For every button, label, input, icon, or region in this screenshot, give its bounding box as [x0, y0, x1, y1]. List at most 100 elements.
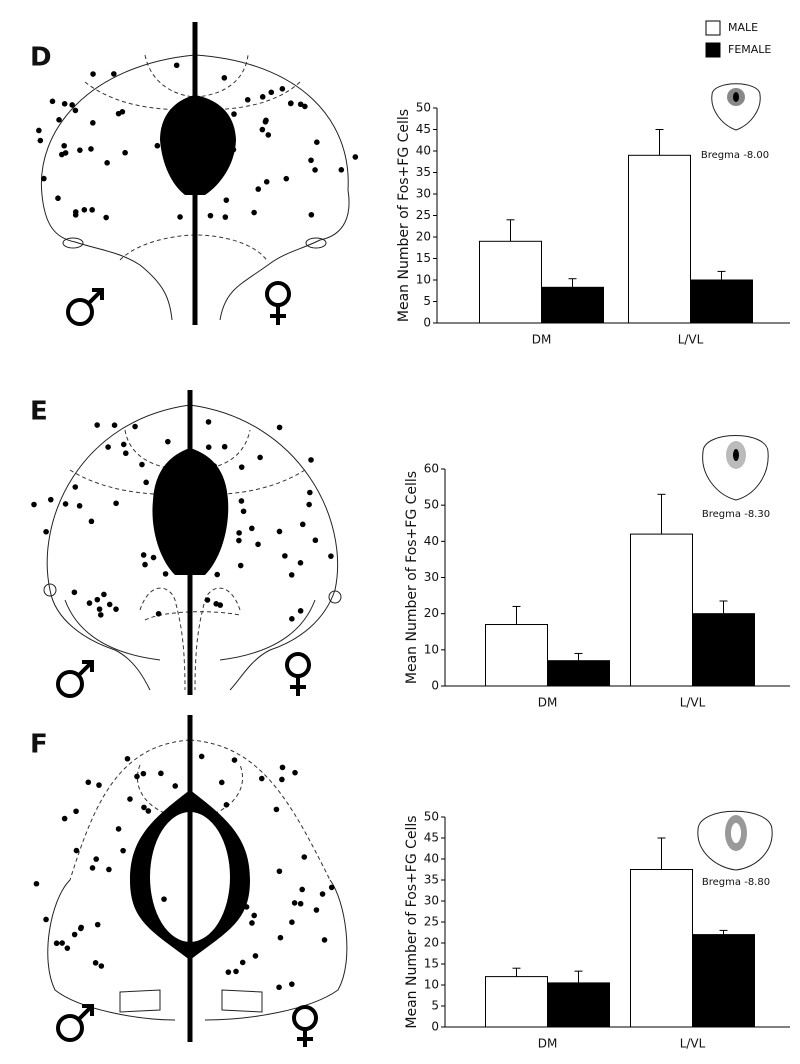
cell-dot — [243, 904, 250, 910]
cell-dot — [127, 796, 133, 802]
cell-dot — [98, 963, 105, 969]
y-tick-label: 10 — [416, 273, 431, 287]
cell-dot — [122, 149, 128, 156]
y-axis-label: Mean Number of Fos+FG Cells — [404, 471, 420, 684]
cell-dot — [85, 779, 92, 786]
cell-dot — [217, 107, 224, 113]
cell-dot — [47, 496, 54, 503]
cell-dot — [141, 804, 147, 811]
panel-letter: F — [30, 730, 48, 760]
cell-dot — [237, 562, 244, 569]
annotation: Bregma -8.80 — [702, 877, 770, 888]
cell-dot — [236, 537, 242, 544]
cell-dot — [240, 508, 247, 515]
cell-dot — [41, 175, 47, 182]
cell-dot — [89, 865, 96, 871]
cell-dot — [328, 884, 335, 891]
cell-dot — [49, 98, 56, 105]
cell-dot — [297, 101, 304, 108]
cell-dot — [225, 969, 232, 975]
y-tick-label: 50 — [424, 498, 439, 512]
y-tick-label: 15 — [424, 957, 439, 971]
cell-dot — [69, 102, 75, 108]
cell-dot — [59, 151, 65, 158]
cell-dot — [276, 868, 283, 875]
cell-dot — [217, 602, 224, 608]
cell-dot — [221, 443, 228, 450]
cell-dot — [205, 419, 212, 425]
x-tick-label: DM — [538, 696, 558, 710]
cell-dot — [291, 900, 298, 906]
cell-dot — [154, 142, 161, 149]
cell-dot — [111, 422, 118, 429]
cell-dot — [71, 589, 78, 596]
cell-dot — [207, 212, 214, 219]
cell-dot — [204, 597, 211, 603]
cell-dot — [94, 596, 101, 603]
cell-dot — [59, 940, 65, 946]
cell-dot — [251, 209, 257, 216]
y-tick-label: 45 — [424, 831, 439, 845]
y-tick-label: 5 — [423, 294, 431, 308]
cell-dot — [276, 424, 283, 431]
dots — [31, 419, 334, 622]
legend-label: FEMALE — [728, 43, 771, 56]
brain-diagram-d — [36, 22, 359, 326]
cell-dot — [259, 126, 266, 133]
cell-dot — [89, 207, 95, 213]
cell-dot — [230, 146, 237, 153]
cell-dot — [161, 896, 167, 902]
cell-dot — [106, 866, 112, 873]
cell-dot — [158, 770, 164, 777]
cell-dot — [139, 461, 145, 468]
cell-dot — [94, 422, 100, 428]
y-tick-label: 10 — [424, 978, 439, 992]
cell-dot — [282, 553, 288, 559]
cell-dot — [90, 120, 96, 126]
cell-dot — [233, 968, 239, 975]
dots — [36, 62, 359, 221]
cell-dot — [277, 934, 284, 941]
cell-dot — [86, 600, 93, 606]
cell-dot — [308, 457, 314, 463]
cell-dot — [88, 146, 94, 152]
cell-dot — [132, 423, 138, 430]
cell-dot — [62, 501, 69, 507]
cell-dot — [145, 808, 152, 814]
cell-dot — [37, 137, 44, 144]
y-tick-label: 0 — [431, 1020, 439, 1034]
cell-dot — [297, 900, 304, 907]
cell-dot — [53, 940, 60, 947]
cell-dot — [236, 530, 242, 536]
cell-dot — [104, 160, 110, 166]
cell-dot — [262, 118, 269, 125]
cell-dot — [306, 501, 312, 508]
x-tick-label: L/VL — [680, 1037, 706, 1051]
cell-dot — [289, 616, 295, 622]
cell-dot — [31, 501, 37, 508]
x-tick-label: L/VL — [678, 333, 704, 347]
cell-dot — [172, 783, 179, 789]
cell-dot — [257, 454, 263, 461]
y-tick-label: 40 — [416, 144, 431, 158]
cell-dot — [140, 552, 147, 558]
cell-dot — [33, 880, 40, 887]
dots — [33, 753, 335, 991]
cell-dot — [297, 608, 304, 614]
cell-dot — [55, 195, 61, 202]
bar — [630, 533, 693, 687]
cell-dot — [222, 214, 229, 220]
cell-dot — [238, 888, 244, 895]
cell-dot — [61, 815, 68, 822]
cell-dot — [223, 802, 230, 808]
cell-dot — [113, 606, 119, 612]
cell-dot — [251, 912, 257, 919]
cell-dot — [56, 117, 62, 123]
y-tick-label: 40 — [424, 534, 439, 548]
cell-dot — [122, 450, 129, 457]
y-tick-label: 20 — [424, 606, 439, 620]
cell-dot — [211, 463, 217, 469]
brain-diagram-e — [31, 390, 342, 698]
cell-dot — [252, 953, 259, 959]
cell-dot — [71, 931, 78, 938]
